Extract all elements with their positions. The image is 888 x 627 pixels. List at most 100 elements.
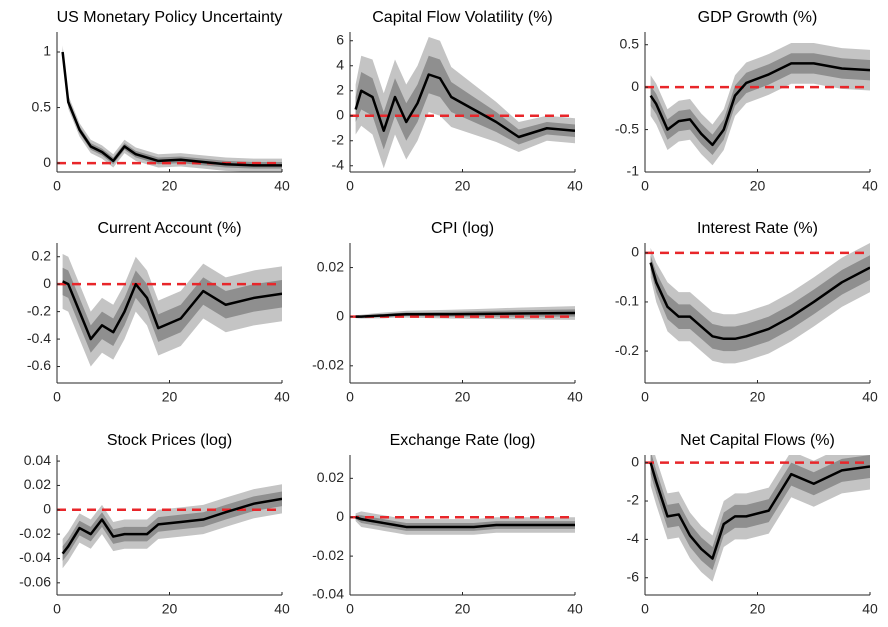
x-tick-label: 20 [750, 178, 766, 194]
y-tick-label: -0.04 [312, 586, 344, 602]
y-tick-label: 0 [336, 508, 344, 524]
x-tick-label: 40 [274, 601, 290, 617]
y-tick-label: 0 [43, 500, 51, 516]
x-tick-label: 0 [346, 389, 354, 405]
x-tick-label: 20 [455, 601, 471, 617]
response-line [61, 497, 282, 555]
panel-title: Net Capital Flows (%) [680, 432, 835, 449]
confidence-band [62, 45, 282, 172]
panel: Net Capital Flows (%) -6 -4 -2 0 0 20 40 [627, 432, 878, 616]
y-tick-label: 0 [336, 307, 344, 323]
y-tick-label: 0.5 [32, 98, 52, 114]
panel-title: GDP Growth (%) [698, 9, 818, 26]
y-tick-label: 2 [336, 81, 344, 97]
confidence-band [650, 243, 870, 364]
x-tick-label: 40 [862, 178, 878, 194]
x-tick-label: 0 [346, 601, 354, 617]
y-tick-label: 0 [43, 275, 51, 291]
response-line [649, 262, 870, 341]
y-tick-label: 6 [336, 31, 344, 47]
response-line [649, 462, 870, 560]
y-tick-label: 4 [336, 56, 344, 72]
panel-title: Interest Rate (%) [697, 220, 818, 237]
x-tick-label: 0 [53, 601, 61, 617]
y-tick-label: 0 [631, 244, 639, 260]
y-tick-label: -0.02 [312, 357, 344, 373]
y-tick-label: -0.1 [615, 293, 639, 309]
plot-area [645, 43, 870, 166]
x-tick-label: 20 [750, 601, 766, 617]
y-tick-label: 0 [631, 78, 639, 94]
y-tick-label: 0 [336, 106, 344, 122]
confidence-band [62, 48, 282, 169]
x-tick-label: 0 [641, 178, 649, 194]
response-line [355, 311, 575, 318]
panel: Current Account (%) -0.6 -0.4 -0.2 0 0.2 0 20 40 [27, 220, 290, 404]
x-tick-label: 20 [162, 389, 178, 405]
y-tick-label: 0.02 [317, 469, 344, 485]
plot-area [57, 253, 282, 367]
y-tick-label: -0.02 [312, 547, 344, 563]
plot-area [350, 37, 575, 169]
y-tick-label: -0.06 [19, 574, 51, 590]
y-tick-label: -4 [332, 156, 345, 172]
plot-area [350, 306, 575, 320]
y-tick-label: -0.5 [615, 120, 639, 136]
x-tick-label: 40 [567, 601, 583, 617]
plot-area [645, 455, 870, 582]
y-tick-label: -0.2 [27, 302, 51, 318]
y-tick-label: -0.2 [615, 342, 639, 358]
x-tick-label: 40 [274, 178, 290, 194]
response-line [355, 516, 575, 529]
x-tick-label: 0 [53, 389, 61, 405]
panel: Interest Rate (%) -0.2 -0.1 0 0 20 40 [615, 220, 878, 404]
x-tick-label: 0 [641, 389, 649, 405]
panel: Exchange Rate (log) -0.04 -0.02 0 0.02 0 20 40 [312, 432, 583, 616]
y-tick-label: -0.6 [27, 357, 51, 373]
panel-title: Exchange Rate (log) [390, 432, 536, 449]
x-tick-label: 0 [641, 601, 649, 617]
y-tick-label: 0.02 [24, 476, 51, 492]
x-tick-label: 40 [567, 389, 583, 405]
y-tick-label: 0 [631, 453, 639, 469]
x-tick-label: 20 [162, 601, 178, 617]
panel-title: US Monetary Policy Uncertainty [57, 9, 283, 26]
y-tick-label: 0 [43, 154, 51, 170]
response-line [62, 280, 282, 341]
x-tick-label: 40 [862, 601, 878, 617]
panel: Stock Prices (log) -0.06 -0.04 -0.02 0 0.02 0.… [19, 432, 290, 616]
y-tick-label: 1 [43, 43, 51, 59]
x-tick-label: 0 [346, 178, 354, 194]
response-line [61, 51, 282, 167]
panel-title: CPI (log) [431, 220, 494, 237]
plot-area [57, 484, 282, 569]
y-tick-label: 0.04 [24, 452, 51, 468]
x-tick-label: 20 [455, 389, 471, 405]
y-tick-label: -2 [332, 131, 345, 147]
x-tick-label: 20 [750, 389, 766, 405]
panel: GDP Growth (%) -1 -0.5 0 0.5 0 20 40 [615, 9, 878, 193]
confidence-band [355, 55, 575, 150]
x-tick-label: 40 [274, 389, 290, 405]
x-tick-label: 20 [162, 178, 178, 194]
y-tick-label: -1 [627, 163, 640, 179]
y-tick-label: 0.5 [620, 35, 640, 51]
x-tick-label: 40 [862, 389, 878, 405]
confidence-band [650, 53, 870, 156]
x-tick-label: 20 [455, 178, 471, 194]
panel-title: Capital Flow Volatility (%) [372, 9, 553, 26]
plot-area [57, 45, 282, 172]
panel-title: Current Account (%) [97, 220, 241, 237]
y-tick-label: -2 [627, 492, 640, 508]
y-tick-label: -6 [627, 568, 640, 584]
plot-area [350, 511, 575, 535]
y-tick-label: -0.02 [19, 525, 51, 541]
panel: US Monetary Policy Uncertainty 0 0.5 1 0 20 40 [32, 9, 290, 193]
y-tick-label: 0.2 [32, 247, 52, 263]
panel: Capital Flow Volatility (%) -4 -2 0 2 4 6 0 20 40 [332, 9, 583, 193]
panel-title: Stock Prices (log) [107, 432, 232, 449]
x-tick-label: 40 [567, 178, 583, 194]
y-tick-label: 0.02 [317, 258, 344, 274]
